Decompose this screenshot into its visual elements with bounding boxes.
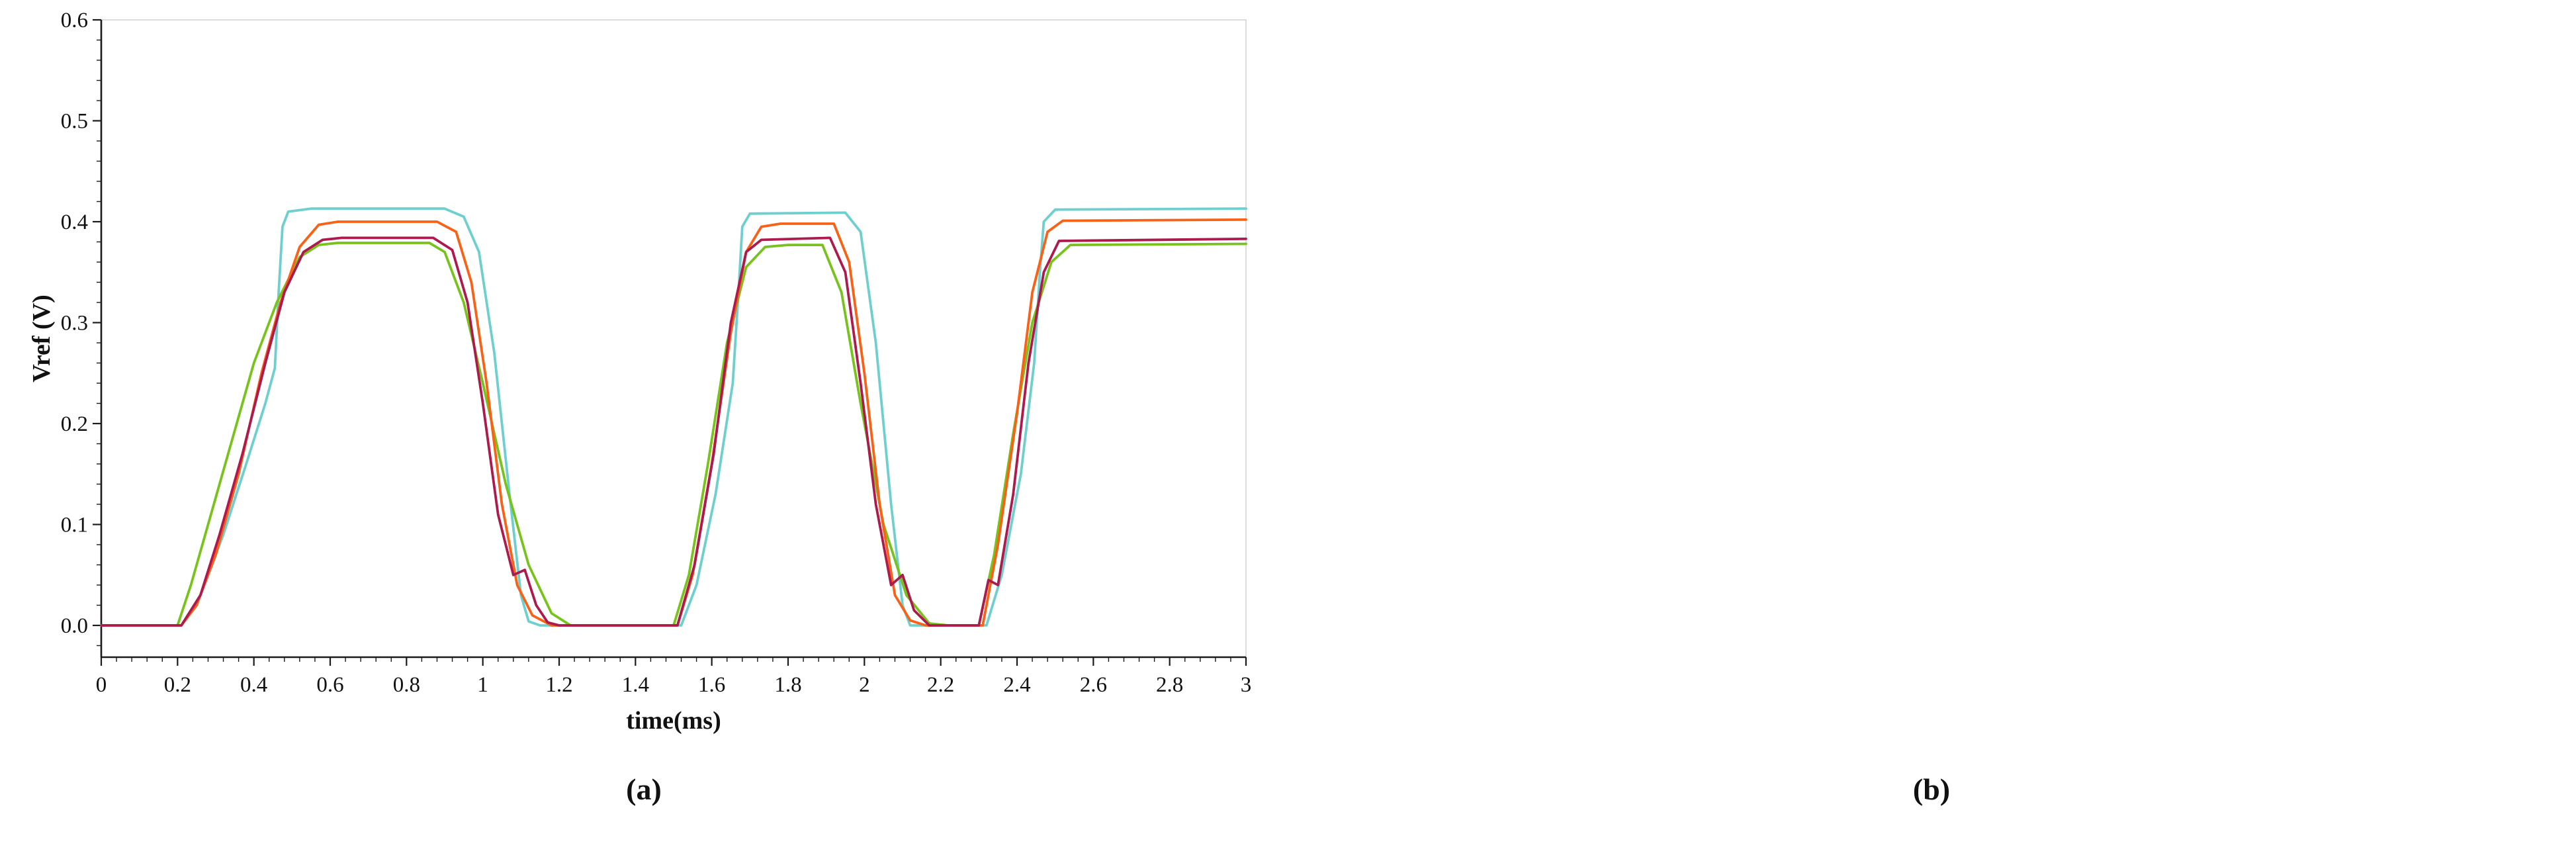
- x-tick-label: 1.8: [774, 673, 801, 697]
- chart-a-block: 0 0.2 0.4 0.6 0.8 1 1.2 1.4 1.6 1.8 2 2.2 2.4 2.6 2.8 3…: [0, 5, 1288, 807]
- chart-a-caption: (a): [626, 772, 662, 806]
- x-tick-label: 2.8: [1156, 673, 1183, 697]
- y-tick-label: 0.3: [61, 312, 88, 336]
- series-line-1: [100, 207, 1247, 627]
- chart-a-canvas: 0 0.2 0.4 0.6 0.8 1 1.2 1.4 1.6 1.8 2 2.2 2.4 2.6 2.8 3…: [28, 9, 1252, 735]
- y-tick-label: 0.0: [61, 614, 88, 638]
- y-tick-label: 0.1: [61, 514, 88, 537]
- x-tick-label: 2.4: [1003, 673, 1030, 697]
- x-tick-label: 0.8: [393, 673, 420, 697]
- ticks: 0 0.2 0.4 0.6 0.8 1 1.2 1.4 1.6 1.8 2 2.2 2.4 2.6 2.8 3…: [61, 9, 1252, 697]
- figure: 0 0.2 0.4 0.6 0.8 1 1.2 1.4 1.6 1.8 2 2.2 2.4 2.6 2.8 3…: [0, 5, 2575, 807]
- y-tick-label: 0.6: [61, 9, 88, 32]
- x-tick-label: 2.6: [1080, 673, 1107, 697]
- y-tick-label: 0.5: [61, 110, 88, 134]
- chart-b-canvas: [1310, 5, 2554, 747]
- x-tick-label: 3: [1241, 673, 1252, 697]
- x-tick-label: 1: [477, 673, 488, 697]
- series-line-4: [100, 242, 1247, 627]
- x-tick-label: 2.2: [927, 673, 954, 697]
- x-tick-label: 0.2: [164, 673, 191, 697]
- x-tick-label: 1.6: [698, 673, 725, 697]
- y-tick-label: 0.4: [61, 210, 88, 234]
- x-tick-label: 0: [96, 673, 107, 697]
- chart-b-caption: (b): [1912, 772, 1951, 806]
- y-tick-label: 0.2: [61, 412, 88, 436]
- x-tick-label: 1.4: [622, 673, 649, 697]
- y-axis-label: Vref (V): [28, 295, 56, 383]
- x-tick-label: 2: [859, 673, 870, 697]
- series-line-2: [100, 218, 1247, 627]
- x-tick-label: 0.6: [316, 673, 343, 697]
- x-tick-label: 0.4: [240, 673, 267, 697]
- x-tick-label: 1.2: [545, 673, 572, 697]
- chart-b-block: (b): [1288, 5, 2575, 807]
- x-axis-label: time(ms): [626, 707, 721, 735]
- series-line-3: [100, 236, 1247, 627]
